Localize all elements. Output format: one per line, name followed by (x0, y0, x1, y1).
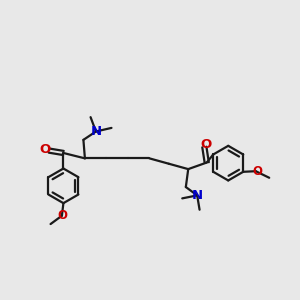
Text: N: N (90, 125, 101, 138)
Text: O: O (57, 209, 67, 222)
Text: O: O (40, 143, 51, 156)
Text: N: N (192, 189, 203, 202)
Text: O: O (200, 137, 212, 151)
Text: O: O (253, 165, 262, 178)
